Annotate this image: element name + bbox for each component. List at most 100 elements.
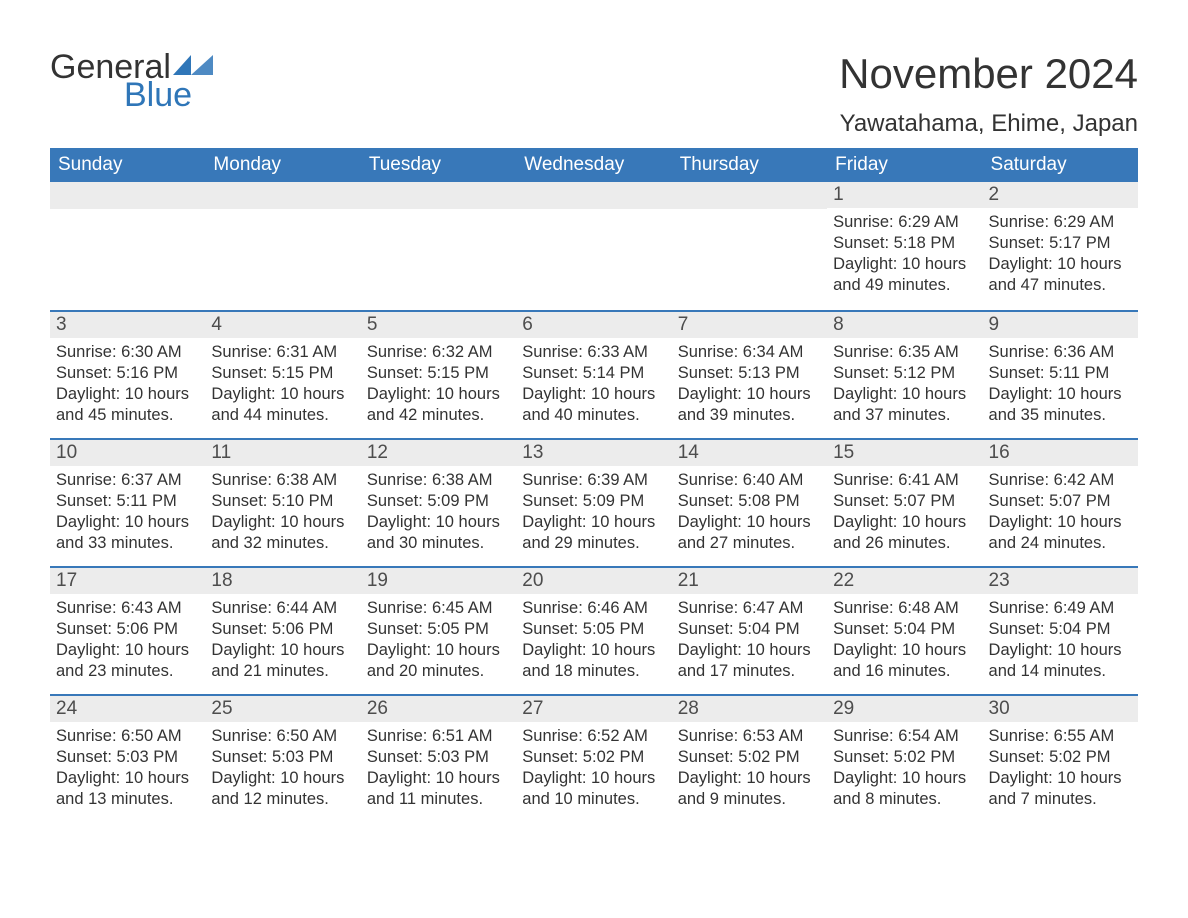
daylight-text-2: and 23 minutes. [56, 661, 199, 682]
day-cell [50, 182, 205, 310]
sunset-text: Sunset: 5:02 PM [522, 747, 665, 768]
sunset-text: Sunset: 5:15 PM [211, 363, 354, 384]
sunrise-text: Sunrise: 6:29 AM [833, 212, 976, 233]
day-cell: 17Sunrise: 6:43 AMSunset: 5:06 PMDayligh… [50, 568, 205, 694]
daylight-text-1: Daylight: 10 hours [522, 768, 665, 789]
sunrise-text: Sunrise: 6:31 AM [211, 342, 354, 363]
sunrise-text: Sunrise: 6:51 AM [367, 726, 510, 747]
day-number: 24 [50, 696, 205, 722]
day-cell: 22Sunrise: 6:48 AMSunset: 5:04 PMDayligh… [827, 568, 982, 694]
day-cell: 21Sunrise: 6:47 AMSunset: 5:04 PMDayligh… [672, 568, 827, 694]
sunset-text: Sunset: 5:07 PM [989, 491, 1132, 512]
sunset-text: Sunset: 5:10 PM [211, 491, 354, 512]
day-body: Sunrise: 6:53 AMSunset: 5:02 PMDaylight:… [672, 722, 827, 816]
daylight-text-1: Daylight: 10 hours [56, 384, 199, 405]
sunset-text: Sunset: 5:03 PM [367, 747, 510, 768]
sunset-text: Sunset: 5:07 PM [833, 491, 976, 512]
day-cell: 15Sunrise: 6:41 AMSunset: 5:07 PMDayligh… [827, 440, 982, 566]
day-number: 6 [516, 312, 671, 338]
day-number: 30 [983, 696, 1138, 722]
daylight-text-1: Daylight: 10 hours [211, 640, 354, 661]
sunrise-text: Sunrise: 6:43 AM [56, 598, 199, 619]
daylight-text-1: Daylight: 10 hours [678, 384, 821, 405]
sunset-text: Sunset: 5:15 PM [367, 363, 510, 384]
sunset-text: Sunset: 5:02 PM [989, 747, 1132, 768]
daylight-text-2: and 7 minutes. [989, 789, 1132, 810]
day-body: Sunrise: 6:36 AMSunset: 5:11 PMDaylight:… [983, 338, 1138, 432]
daylight-text-1: Daylight: 10 hours [989, 512, 1132, 533]
daylight-text-2: and 39 minutes. [678, 405, 821, 426]
sunrise-text: Sunrise: 6:46 AM [522, 598, 665, 619]
day-body: Sunrise: 6:35 AMSunset: 5:12 PMDaylight:… [827, 338, 982, 432]
daylight-text-1: Daylight: 10 hours [56, 512, 199, 533]
week-row: 1Sunrise: 6:29 AMSunset: 5:18 PMDaylight… [50, 182, 1138, 310]
daylight-text-2: and 35 minutes. [989, 405, 1132, 426]
day-cell: 8Sunrise: 6:35 AMSunset: 5:12 PMDaylight… [827, 312, 982, 438]
sunrise-text: Sunrise: 6:39 AM [522, 470, 665, 491]
day-cell: 28Sunrise: 6:53 AMSunset: 5:02 PMDayligh… [672, 696, 827, 822]
sunrise-text: Sunrise: 6:49 AM [989, 598, 1132, 619]
day-body: Sunrise: 6:42 AMSunset: 5:07 PMDaylight:… [983, 466, 1138, 560]
sunrise-text: Sunrise: 6:36 AM [989, 342, 1132, 363]
sunset-text: Sunset: 5:06 PM [56, 619, 199, 640]
day-cell [205, 182, 360, 310]
daylight-text-1: Daylight: 10 hours [211, 384, 354, 405]
day-cell: 19Sunrise: 6:45 AMSunset: 5:05 PMDayligh… [361, 568, 516, 694]
sunrise-text: Sunrise: 6:50 AM [56, 726, 199, 747]
sunrise-text: Sunrise: 6:32 AM [367, 342, 510, 363]
day-cell: 18Sunrise: 6:44 AMSunset: 5:06 PMDayligh… [205, 568, 360, 694]
sunset-text: Sunset: 5:18 PM [833, 233, 976, 254]
day-body: Sunrise: 6:38 AMSunset: 5:10 PMDaylight:… [205, 466, 360, 560]
sunrise-text: Sunrise: 6:54 AM [833, 726, 976, 747]
day-body: Sunrise: 6:38 AMSunset: 5:09 PMDaylight:… [361, 466, 516, 560]
day-number: 25 [205, 696, 360, 722]
daylight-text-2: and 32 minutes. [211, 533, 354, 554]
sunset-text: Sunset: 5:06 PM [211, 619, 354, 640]
daylight-text-1: Daylight: 10 hours [522, 384, 665, 405]
daylight-text-2: and 33 minutes. [56, 533, 199, 554]
day-cell: 12Sunrise: 6:38 AMSunset: 5:09 PMDayligh… [361, 440, 516, 566]
dow-monday: Monday [205, 148, 360, 182]
daylight-text-1: Daylight: 10 hours [56, 640, 199, 661]
daylight-text-2: and 40 minutes. [522, 405, 665, 426]
daylight-text-1: Daylight: 10 hours [211, 768, 354, 789]
weeks-container: 1 Sunrise: 6:29 AMSunset: 5:18 PM Daylight… [50, 182, 1138, 822]
sunrise-text: Sunrise: 6:50 AM [211, 726, 354, 747]
sunset-text: Sunset: 5:12 PM [833, 363, 976, 384]
daylight-text-2: and 24 minutes. [989, 533, 1132, 554]
day-cell: 16Sunrise: 6:42 AMSunset: 5:07 PMDayligh… [983, 440, 1138, 566]
dow-thursday: Thursday [672, 148, 827, 182]
daylight-text-1: Daylight: 10 hours [367, 384, 510, 405]
day-number: 21 [672, 568, 827, 594]
day-number: 5 [361, 312, 516, 338]
day-number: 1 [827, 182, 982, 208]
daylight-text-2: and 21 minutes. [211, 661, 354, 682]
sunrise-text: Sunrise: 6:38 AM [367, 470, 510, 491]
sunrise-text: Sunrise: 6:52 AM [522, 726, 665, 747]
week-row: 10Sunrise: 6:37 AMSunset: 5:11 PMDayligh… [50, 438, 1138, 566]
location: Yawatahama, Ehime, Japan [839, 110, 1138, 138]
day-number: 2 [983, 182, 1138, 208]
day-body: Sunrise: 6:46 AMSunset: 5:05 PMDaylight:… [516, 594, 671, 688]
daylight-text-1: Daylight: 10 hours [678, 512, 821, 533]
day-number: 29 [827, 696, 982, 722]
day-number: 3 [50, 312, 205, 338]
day-body: Sunrise: 6:31 AMSunset: 5:15 PMDaylight:… [205, 338, 360, 432]
daylight-text-1: Daylight: 10 hours [522, 640, 665, 661]
empty-day-bar [205, 182, 360, 209]
day-cell: 6Sunrise: 6:33 AMSunset: 5:14 PMDaylight… [516, 312, 671, 438]
daylight-text-1: Daylight: 10 hours [522, 512, 665, 533]
day-body: Sunrise: 6:29 AMSunset: 5:17 PMDaylight:… [983, 208, 1138, 302]
day-body: Sunrise: 6:30 AMSunset: 5:16 PMDaylight:… [50, 338, 205, 432]
daylight-text-1: Daylight: 10 hours [678, 640, 821, 661]
sunset-text: Sunset: 5:03 PM [56, 747, 199, 768]
day-body: Sunrise: 6:51 AMSunset: 5:03 PMDaylight:… [361, 722, 516, 816]
day-of-week-header: Sunday Monday Tuesday Wednesday Thursday… [50, 148, 1138, 182]
empty-day-bar [672, 182, 827, 209]
daylight-text-2: and 47 minutes. [989, 275, 1132, 296]
day-body: Sunrise: 6:52 AMSunset: 5:02 PMDaylight:… [516, 722, 671, 816]
logo-word2: Blue [124, 78, 192, 112]
day-body: Sunrise: 6:49 AMSunset: 5:04 PMDaylight:… [983, 594, 1138, 688]
day-number: 7 [672, 312, 827, 338]
daylight-text-2: and 18 minutes. [522, 661, 665, 682]
